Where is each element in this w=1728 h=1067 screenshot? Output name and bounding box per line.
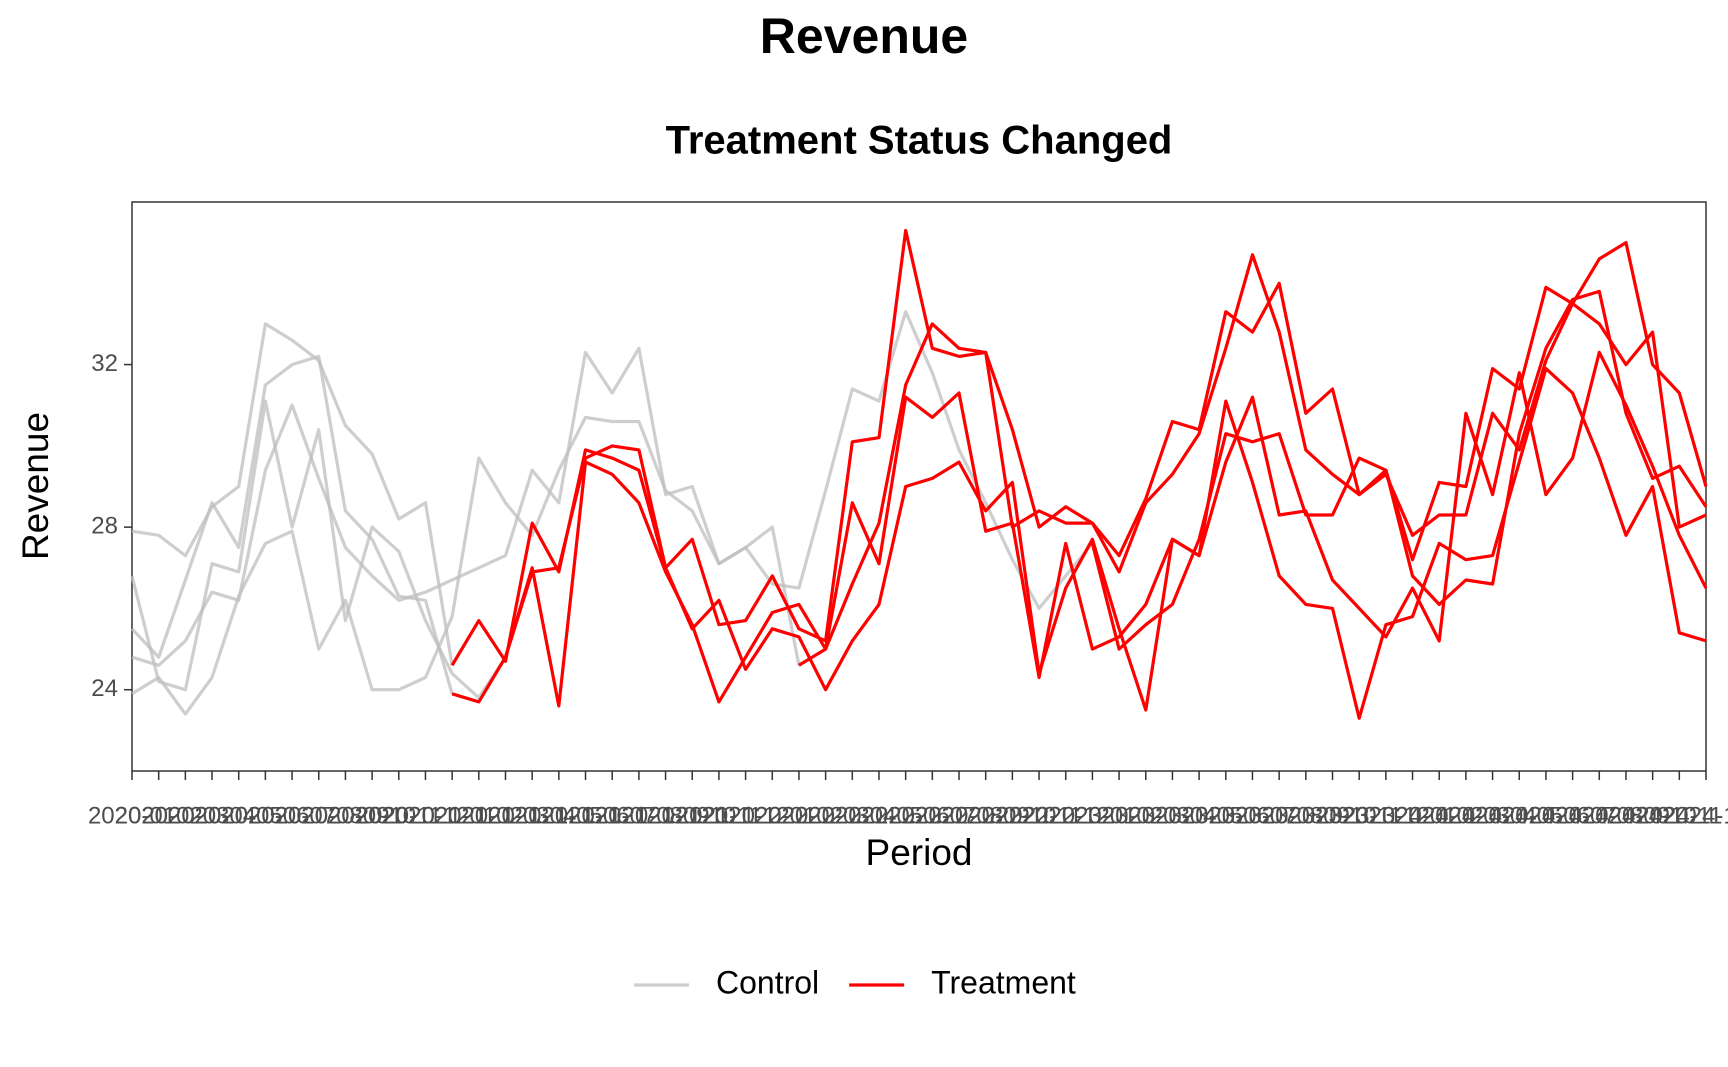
x-axis-label: Period: [866, 832, 973, 873]
x-tick-label: 2021-08: [595, 802, 683, 829]
x-tick-label: 2024-12: [1662, 802, 1728, 829]
x-tick-label: 2022-06: [862, 802, 950, 829]
x-tick-label: 2024-09: [1582, 802, 1670, 829]
x-tick-label: 2020-03: [141, 802, 229, 829]
x-tick-label: 2021-01: [408, 802, 496, 829]
y-tick-label: 24: [91, 675, 118, 702]
x-tick-label: 2024-01: [1369, 802, 1457, 829]
x-tick-label: 2023-08: [1235, 802, 1323, 829]
x-tick-label: 2024-07: [1529, 802, 1617, 829]
series-line: [798, 241, 1708, 667]
x-tick-label: 2024-08: [1555, 802, 1643, 829]
series-line: [131, 346, 801, 667]
series-line: [451, 367, 1707, 720]
legend-label: Control: [716, 964, 819, 1000]
x-tick-label: 2020-08: [275, 802, 363, 829]
x-tick-label: 2022-12: [1022, 802, 1110, 829]
x-tick-label: 2023-03: [1102, 802, 1190, 829]
x-tick-label: 2020-12: [381, 802, 469, 829]
x-tick-label: 2022-05: [835, 802, 923, 829]
series-line: [131, 310, 1094, 716]
x-tick-label: 2023-06: [1182, 802, 1270, 829]
x-tick-label: 2023-10: [1288, 802, 1376, 829]
x-tick-label: 2021-04: [488, 802, 576, 829]
y-tick-label: 28: [91, 512, 118, 539]
x-tick-label: 2020-04: [168, 802, 256, 829]
x-tick-label: 2022-10: [968, 802, 1056, 829]
x-tick-label: 2023-12: [1342, 802, 1430, 829]
x-tick-label: 2022-08: [915, 802, 1003, 829]
x-tick-label: 2022-09: [942, 802, 1030, 829]
x-tick-label: 2020-09: [301, 802, 389, 829]
chart-subtitle: Treatment Status Changed: [666, 119, 1173, 163]
x-tick-label: 2022-01: [728, 802, 816, 829]
series-line: [130, 354, 454, 695]
x-tick-label: 2023-05: [1155, 802, 1243, 829]
x-tick-label: 2021-12: [702, 802, 790, 829]
x-tick-label: 2022-02: [755, 802, 843, 829]
x-tick-label: 2023-04: [1128, 802, 1216, 829]
series-line: [503, 350, 1708, 712]
x-tick-label: 2023-01: [1048, 802, 1136, 829]
x-tick-label: 2020-05: [195, 802, 283, 829]
x-tick-label: 2024-11: [1636, 802, 1722, 829]
x-tick-label: 2021-06: [541, 802, 629, 829]
x-tick-label: 2024-10: [1609, 802, 1697, 829]
x-tick-label: 2023-02: [1075, 802, 1163, 829]
x-tick-label: 2022-03: [782, 802, 870, 829]
legend-label: Treatment: [931, 964, 1076, 1000]
x-tick-label: 2023-11: [1316, 802, 1402, 829]
x-tick-label: 2021-09: [622, 802, 710, 829]
x-tick-label: 2020-06: [221, 802, 309, 829]
series-line: [130, 399, 507, 700]
x-tick-label: 2021-11: [676, 802, 762, 829]
x-tick-label: 2021-07: [568, 802, 656, 829]
x-tick-label: 2020-02: [115, 802, 203, 829]
x-tick-label: 2021-03: [461, 802, 549, 829]
x-tick-label: 2024-04: [1449, 802, 1537, 829]
x-tick-label: 2024-06: [1502, 802, 1590, 829]
x-tick-label: 2024-05: [1475, 802, 1563, 829]
x-tick-label: 2020-10: [328, 802, 416, 829]
x-tick-label: 2024-03: [1422, 802, 1510, 829]
series-line: [131, 322, 454, 666]
x-tick-label: 2023-07: [1208, 802, 1296, 829]
y-axis-label: Revenue: [15, 412, 56, 560]
chart-title: Revenue: [760, 8, 968, 64]
series-line: [1090, 289, 1708, 651]
x-tick-label: 2023-09: [1262, 802, 1350, 829]
x-tick-label: 2021-10: [648, 802, 736, 829]
y-tick-label: 32: [91, 350, 118, 377]
x-tick-label: 2021-05: [515, 802, 603, 829]
x-tick-label: 2022-07: [888, 802, 976, 829]
x-tick-label: 2020-11: [356, 802, 442, 829]
x-tick-label: 2022-11: [996, 802, 1082, 829]
x-tick-label: 2020-01: [88, 802, 176, 829]
x-tick-label: 2022-04: [808, 802, 896, 829]
x-tick-label: 2024-02: [1395, 802, 1483, 829]
x-tick-label: 2021-02: [435, 802, 523, 829]
x-tick-label: 2020-07: [248, 802, 336, 829]
